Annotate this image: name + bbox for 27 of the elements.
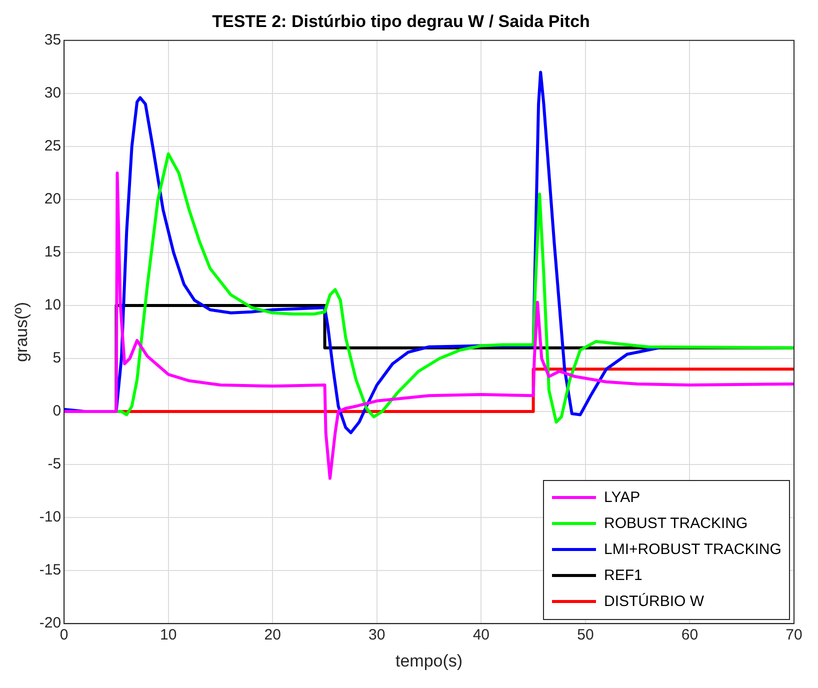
legend-label: LMI+ROBUST TRACKING <box>604 541 782 558</box>
y-axis-title: graus(º) <box>12 302 31 362</box>
x-tick-label: 70 <box>786 626 802 644</box>
legend-label: DISTÚRBIO W <box>604 593 704 610</box>
chart-title: TESTE 2: Distúrbio tipo degrau W / Saida Pitch <box>212 12 590 31</box>
y-tick-label: -15 <box>39 562 62 579</box>
y-tick-label: 0 <box>52 402 62 420</box>
y-tick-label: 15 <box>44 244 62 261</box>
x-tick-label: 20 <box>264 626 281 644</box>
y-tick-label: -5 <box>48 456 62 473</box>
y-tick-label: 35 <box>44 32 62 49</box>
x-axis-title: tempo(s) <box>396 651 463 670</box>
y-tick-label: 25 <box>44 138 62 155</box>
x-tick-label: 40 <box>472 626 490 644</box>
x-tick-label: 50 <box>577 626 594 644</box>
y-tick-label: 20 <box>44 190 62 208</box>
x-tick-label: 30 <box>368 626 386 644</box>
y-tick-label: -10 <box>39 508 62 526</box>
y-tick-label: -20 <box>39 614 62 632</box>
legend-label: REF1 <box>604 567 642 584</box>
y-tick-label: 10 <box>44 296 62 314</box>
y-tick-label: 30 <box>44 84 62 102</box>
legend-label: LYAP <box>604 489 640 506</box>
y-tick-label: 5 <box>52 350 62 367</box>
x-tick-label: 60 <box>681 626 698 644</box>
x-tick-label: 10 <box>160 626 177 644</box>
legend-label: ROBUST TRACKING <box>604 515 748 532</box>
